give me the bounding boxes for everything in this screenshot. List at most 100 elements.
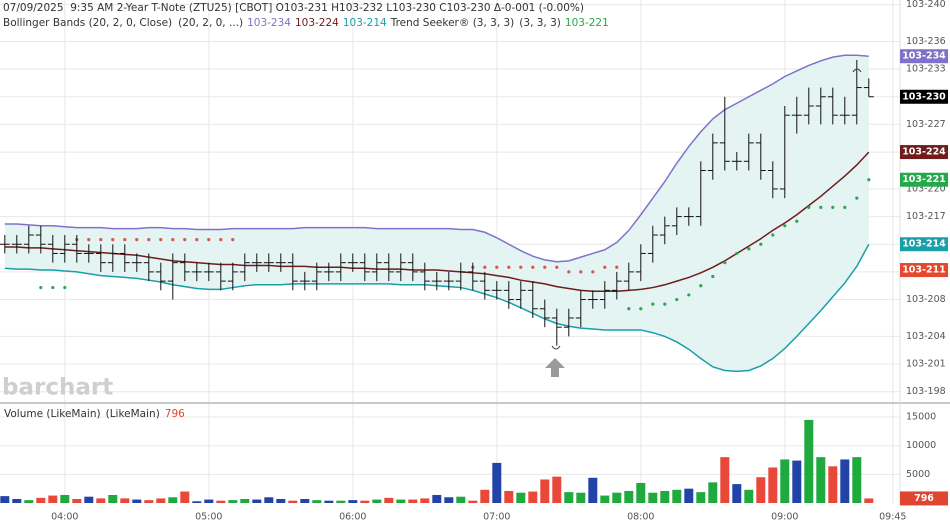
volume-bar <box>156 498 166 503</box>
y-tick-label: 103-227 <box>906 119 946 130</box>
y-tick-label: 103-208 <box>906 294 946 305</box>
trend-dot <box>507 265 511 269</box>
trend-params: (3, 3, 3) <box>519 17 561 29</box>
volume-bar <box>360 500 370 503</box>
volume-tick-label: 15000 <box>906 412 936 423</box>
x-tick-label: 07:00 <box>483 512 510 523</box>
volume-bar <box>552 476 562 503</box>
x-tick-label: 06:00 <box>339 512 366 523</box>
trend-stop-label-box <box>900 263 948 278</box>
y-tick-label: 103-233 <box>906 64 946 75</box>
band-fill <box>4 55 869 372</box>
x-tick-label: 09:00 <box>771 512 798 523</box>
trend-dot <box>483 265 487 269</box>
x-tick-label: 08:00 <box>627 512 654 523</box>
trend-dot <box>735 251 739 256</box>
trend-dot <box>183 238 187 242</box>
low-arrow <box>545 358 565 377</box>
volume-bar <box>192 501 202 503</box>
trend-dot <box>99 238 103 242</box>
volume-params: (LikeMain) <box>106 408 160 420</box>
volume-bar <box>252 499 262 503</box>
trend-dot <box>687 293 691 297</box>
trend-dot <box>591 270 595 274</box>
trend-dot <box>663 302 667 306</box>
trend-dot <box>579 270 583 274</box>
volume-bar <box>504 490 514 503</box>
volume-bar <box>672 489 682 503</box>
volume-bar <box>0 496 10 503</box>
volume-bar <box>168 497 178 503</box>
trend-dot <box>711 274 715 279</box>
volume-legend: Volume (LikeMain) (LikeMain) 796 <box>4 408 185 420</box>
volume-bar <box>636 482 646 503</box>
trend-dot <box>867 178 871 182</box>
volume-bar <box>492 462 502 503</box>
trend-dot <box>771 233 775 237</box>
trend-value-label-box <box>900 172 948 187</box>
volume-bar <box>372 499 382 503</box>
volume-bar <box>24 500 34 503</box>
y-tick-label: 103-201 <box>906 359 946 370</box>
y-tick-label: 103-236 <box>906 36 946 47</box>
x-tick-label: 04:00 <box>51 512 78 523</box>
trend-dot <box>123 238 127 242</box>
volume-bar <box>396 499 406 503</box>
volume-bar <box>852 457 862 503</box>
trend-dot <box>807 205 811 209</box>
trend-dot <box>819 205 823 209</box>
close-value-label-box <box>900 89 948 104</box>
volume-bar <box>864 498 874 503</box>
volume-bar <box>132 499 142 503</box>
bands-title: Bollinger Bands (20, 2, 0, Close) <box>3 17 172 29</box>
volume-bar <box>108 494 118 503</box>
volume-tick-label: 10000 <box>906 440 936 451</box>
volume-bar <box>732 484 742 503</box>
volume-bar <box>96 498 106 503</box>
volume-bar <box>540 479 550 503</box>
volume-bar <box>120 498 130 503</box>
volume-bar <box>756 477 766 503</box>
band-value-label-box <box>900 49 948 64</box>
volume-bar <box>432 494 442 503</box>
volume-bar <box>600 495 610 503</box>
trend-dot <box>63 285 67 290</box>
trend-title: Trend Seeker® (3, 3, 3) <box>390 17 515 29</box>
volume-bar <box>48 495 58 503</box>
trend-dot <box>795 219 799 223</box>
trend-dot <box>855 196 859 200</box>
trend-dot <box>627 307 631 311</box>
trend-dot <box>699 284 703 288</box>
volume-bar <box>708 482 718 503</box>
volume-bar <box>204 499 214 503</box>
trend-dot <box>531 265 535 269</box>
volume-value-label: 796 <box>914 493 934 504</box>
trend-dot <box>615 265 619 269</box>
volume-bar <box>312 500 322 503</box>
trend-dot <box>567 270 571 274</box>
volume-bar <box>264 497 274 503</box>
trend-dot <box>759 242 763 246</box>
volume-bar <box>768 467 778 503</box>
volume-bar <box>456 496 466 503</box>
volume-bar <box>228 500 238 503</box>
y-tick-label: 103-217 <box>906 211 946 222</box>
band-value-label-box <box>900 237 948 252</box>
trend-dot <box>723 261 727 265</box>
band-value-label: 103-234 <box>902 51 946 62</box>
volume-bar <box>288 500 298 503</box>
trend-dot <box>843 205 847 209</box>
volume-bar <box>444 497 454 503</box>
lower-band-value: 103-214 <box>343 17 387 29</box>
y-tick-label: 103-220 <box>906 183 946 194</box>
volume-bar <box>216 500 226 503</box>
volume-bar <box>516 492 526 503</box>
volume-bar <box>36 497 46 503</box>
trend-dot <box>603 265 607 269</box>
trend-dot <box>195 238 199 242</box>
trend-dot <box>135 238 139 242</box>
volume-bar <box>684 488 694 503</box>
volume-bar <box>660 490 670 503</box>
volume-bar <box>420 498 430 503</box>
bands-params: (20, 2, 0, ...) <box>178 17 243 29</box>
